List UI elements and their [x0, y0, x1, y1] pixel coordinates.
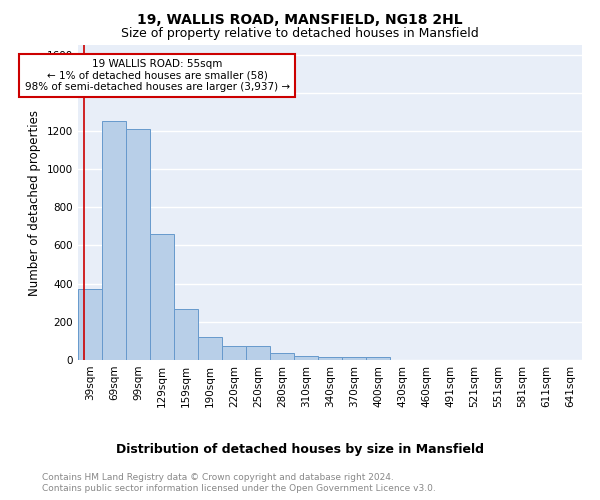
Y-axis label: Number of detached properties: Number of detached properties [28, 110, 41, 296]
Bar [150, 234, 174, 360]
Bar [198, 337, 222, 360]
Bar [222, 346, 246, 360]
Text: Contains HM Land Registry data © Crown copyright and database right 2024.: Contains HM Land Registry data © Crown c… [42, 472, 394, 482]
Bar [270, 354, 294, 360]
Bar [294, 356, 318, 360]
Bar [318, 357, 342, 360]
Text: 19, WALLIS ROAD, MANSFIELD, NG18 2HL: 19, WALLIS ROAD, MANSFIELD, NG18 2HL [137, 12, 463, 26]
Bar [366, 357, 390, 360]
Bar [78, 290, 102, 360]
Bar [102, 122, 126, 360]
Text: Distribution of detached houses by size in Mansfield: Distribution of detached houses by size … [116, 442, 484, 456]
Text: Contains public sector information licensed under the Open Government Licence v3: Contains public sector information licen… [42, 484, 436, 493]
Text: Size of property relative to detached houses in Mansfield: Size of property relative to detached ho… [121, 28, 479, 40]
Bar [174, 310, 198, 360]
Bar [126, 129, 150, 360]
Bar [246, 346, 270, 360]
Bar [342, 357, 366, 360]
Text: 19 WALLIS ROAD: 55sqm
← 1% of detached houses are smaller (58)
98% of semi-detac: 19 WALLIS ROAD: 55sqm ← 1% of detached h… [25, 59, 290, 92]
